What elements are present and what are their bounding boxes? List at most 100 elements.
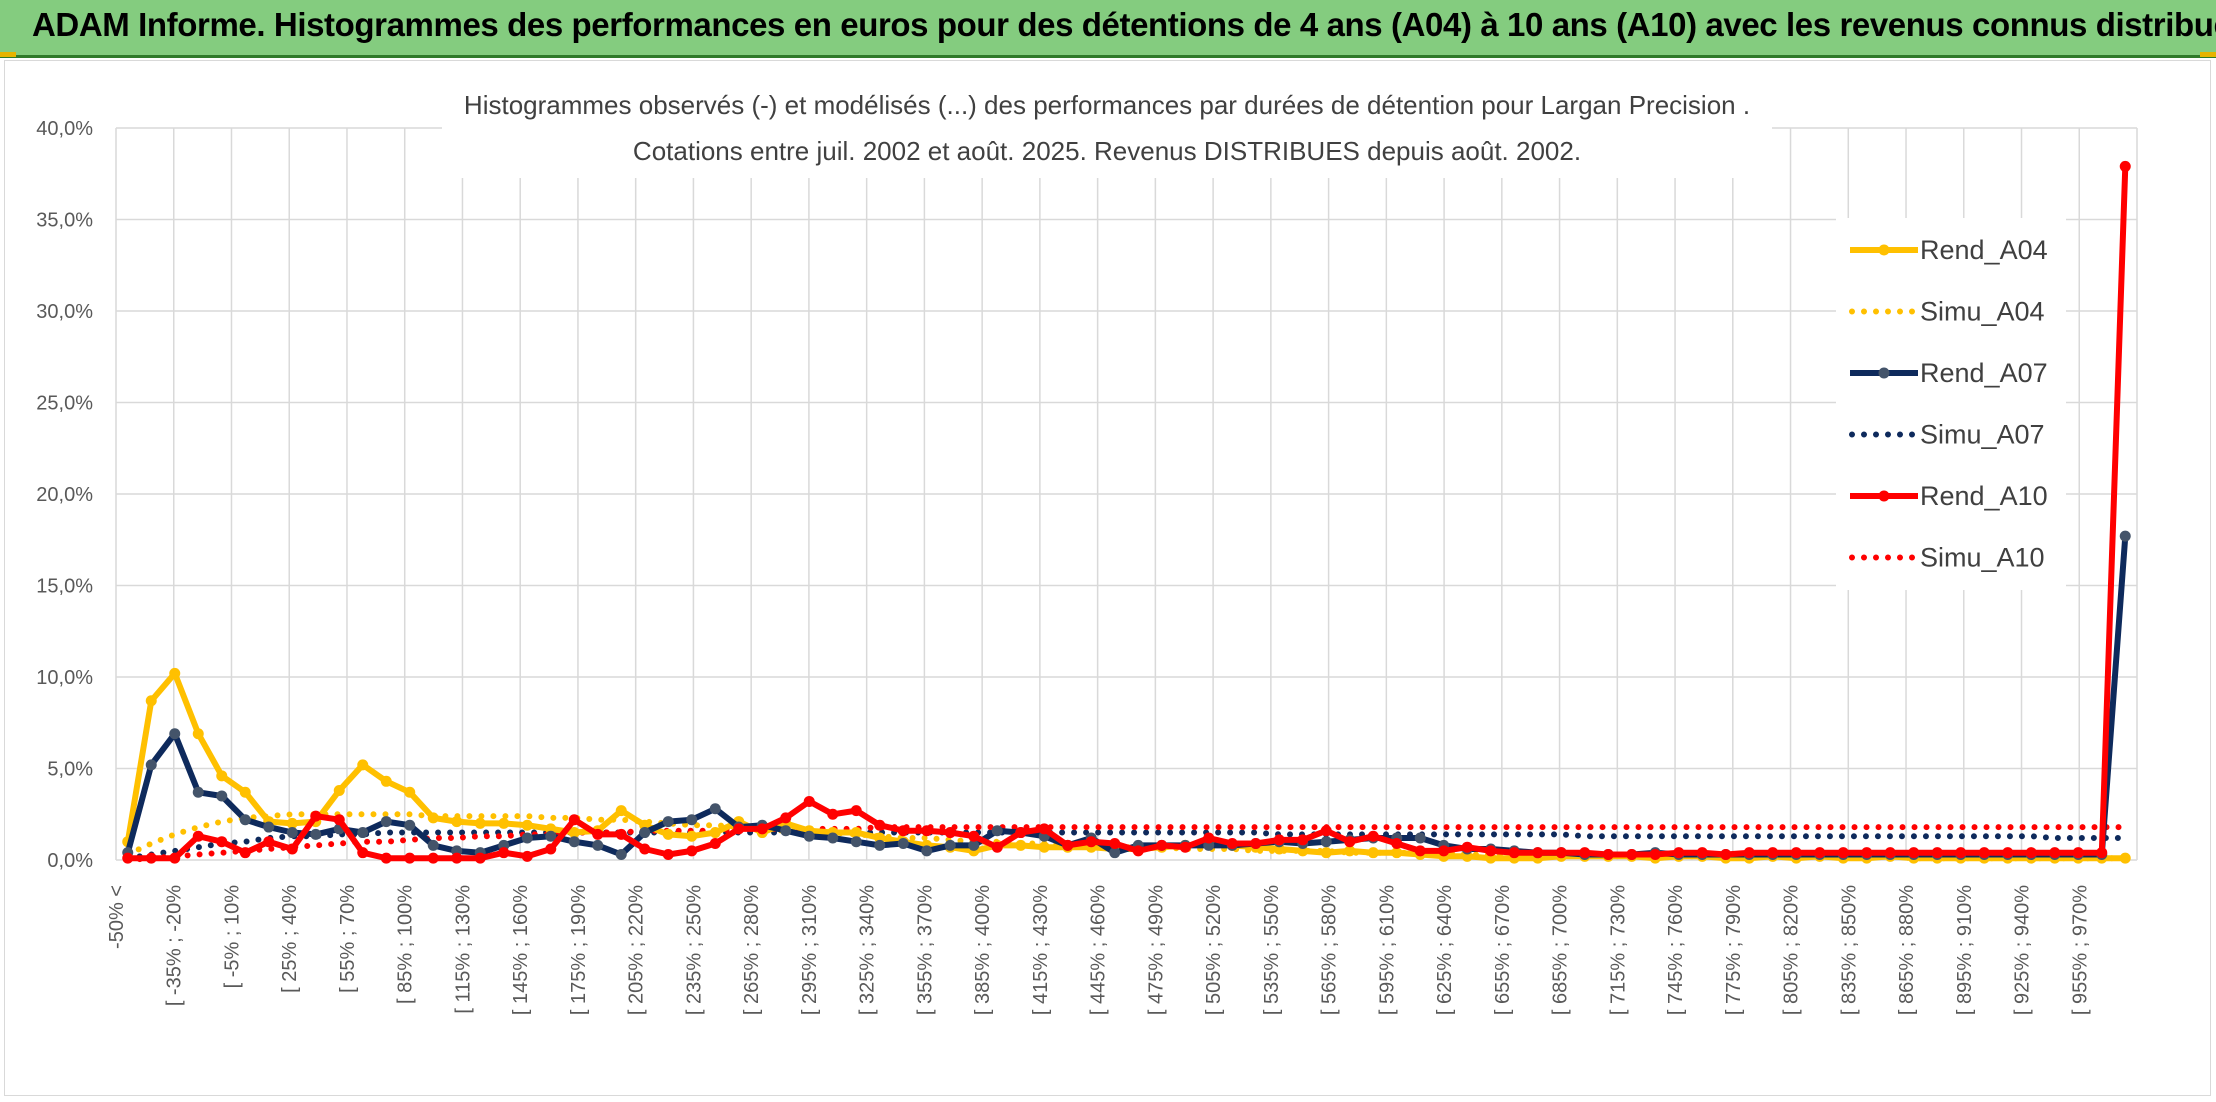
data-point-Rend_A10 — [545, 843, 557, 855]
data-point-Rend_A10 — [991, 841, 1003, 853]
data-point-Rend_A10 — [1602, 849, 1614, 861]
data-point-Rend_A07 — [944, 839, 956, 851]
data-point-Rend_A07 — [662, 816, 674, 828]
legend-background — [1836, 218, 2066, 590]
data-point-Rend_A10 — [333, 814, 345, 826]
data-point-Rend_A07 — [1109, 847, 1121, 859]
data-point-Rend_A10 — [1414, 845, 1426, 857]
data-point-Rend_A10 — [1273, 834, 1285, 846]
data-point-Rend_A10 — [662, 849, 674, 861]
y-tick-label: 35,0% — [36, 210, 93, 232]
data-point-Rend_A10 — [944, 827, 956, 839]
legend-marker-Rend_A04 — [1878, 244, 1890, 256]
data-point-Rend_A10 — [780, 812, 792, 824]
data-point-Rend_A07 — [357, 827, 369, 839]
data-point-Rend_A10 — [1038, 823, 1050, 835]
y-tick-label: 15,0% — [36, 576, 93, 598]
data-point-Rend_A10 — [498, 847, 510, 859]
data-point-Rend_A07 — [380, 816, 392, 828]
data-point-Rend_A04 — [169, 667, 181, 679]
data-point-Rend_A10 — [192, 830, 204, 842]
data-point-Rend_A07 — [521, 832, 533, 844]
data-point-Rend_A04 — [568, 827, 580, 839]
data-point-Rend_A04 — [380, 775, 392, 787]
data-point-Rend_A07 — [686, 814, 698, 826]
data-point-Rend_A10 — [2025, 847, 2037, 859]
data-point-Rend_A10 — [474, 852, 486, 864]
data-point-Rend_A07 — [874, 839, 886, 851]
data-point-Rend_A07 — [592, 839, 604, 851]
data-point-Rend_A07 — [921, 845, 933, 857]
x-tick-label: [ 505% ; 520% — [1203, 885, 1225, 1015]
data-point-Rend_A07 — [1414, 832, 1426, 844]
data-point-Rend_A10 — [1696, 847, 1708, 859]
data-point-Rend_A04 — [474, 817, 486, 829]
x-tick-label: [ 805% ; 820% — [1781, 885, 1803, 1015]
data-point-Rend_A07 — [216, 790, 228, 802]
data-point-Rend_A10 — [1861, 847, 1873, 859]
x-tick-label: [ 655% ; 670% — [1492, 885, 1514, 1015]
data-point-Rend_A10 — [1132, 845, 1144, 857]
x-tick-label: -50% < — [106, 885, 128, 949]
data-point-Rend_A04 — [286, 817, 298, 829]
y-tick-label: 30,0% — [36, 301, 93, 323]
x-tick-label: [ 175% ; 190% — [568, 885, 590, 1015]
data-point-Rend_A07 — [286, 827, 298, 839]
y-tick-label: 0,0% — [47, 850, 93, 872]
data-point-Rend_A10 — [1649, 849, 1661, 861]
data-point-Rend_A10 — [1179, 841, 1191, 853]
data-point-Rend_A10 — [1767, 847, 1779, 859]
x-tick-label: [ 895% ; 910% — [1954, 885, 1976, 1015]
data-point-Rend_A07 — [968, 839, 980, 851]
data-point-Rend_A04 — [1344, 845, 1356, 857]
data-point-Rend_A10 — [756, 823, 768, 835]
data-point-Rend_A10 — [850, 805, 862, 817]
data-point-Rend_A07 — [568, 836, 580, 848]
x-tick-label: [ 355% ; 370% — [914, 885, 936, 1015]
data-point-Rend_A10 — [263, 836, 275, 848]
x-tick-label: [ 775% ; 790% — [1723, 885, 1745, 1015]
x-tick-label: [ 535% ; 550% — [1261, 885, 1283, 1015]
data-point-Rend_A07 — [803, 830, 815, 842]
data-point-Rend_A04 — [1320, 847, 1332, 859]
data-point-Rend_A07 — [263, 821, 275, 833]
data-point-Rend_A10 — [921, 825, 933, 837]
x-tick-label: [ 55% ; 70% — [337, 885, 359, 993]
data-point-Rend_A10 — [1931, 847, 1943, 859]
x-tick-label: [ 145% ; 160% — [510, 885, 532, 1015]
data-point-Rend_A04 — [521, 819, 533, 831]
series-line-Simu_A10 — [124, 824, 2129, 863]
data-point-Rend_A07 — [1320, 836, 1332, 848]
x-tick-label: [ 235% ; 250% — [683, 885, 705, 1015]
report-banner: ADAM Informe. Histogrammes des performan… — [0, 0, 2216, 58]
x-tick-label: [ 385% ; 400% — [972, 885, 994, 1015]
data-point-Rend_A10 — [1790, 847, 1802, 859]
data-point-Rend_A10 — [1626, 849, 1638, 861]
x-tick-label: [ 475% ; 490% — [1145, 885, 1167, 1015]
y-tick-label: 5,0% — [47, 759, 93, 781]
corner-accent-right — [2200, 52, 2216, 57]
x-tick-label: [ 325% ; 340% — [857, 885, 879, 1015]
x-tick-label: [ 685% ; 700% — [1550, 885, 1572, 1015]
data-point-Rend_A07 — [145, 759, 157, 771]
data-series — [122, 160, 2131, 864]
chart-title-line2: Cotations entre juil. 2002 et août. 2025… — [633, 136, 1581, 166]
corner-accent-left — [0, 52, 16, 57]
x-tick-label: [ 715% ; 730% — [1607, 885, 1629, 1015]
data-point-Rend_A10 — [1837, 847, 1849, 859]
data-point-Rend_A10 — [2049, 847, 2061, 859]
data-point-Rend_A07 — [239, 814, 251, 826]
data-point-Rend_A04 — [216, 770, 228, 782]
data-point-Rend_A04 — [451, 816, 463, 828]
x-tick-label: [ 745% ; 760% — [1665, 885, 1687, 1015]
data-point-Rend_A10 — [1814, 847, 1826, 859]
data-point-Rend_A10 — [2096, 847, 2108, 859]
data-point-Rend_A10 — [404, 852, 416, 864]
data-point-Rend_A07 — [192, 786, 204, 798]
data-point-Rend_A07 — [2119, 530, 2131, 542]
legend-label-Simu_A07: Simu_A07 — [1920, 420, 2045, 450]
data-point-Rend_A10 — [1344, 836, 1356, 848]
data-point-Rend_A10 — [1367, 830, 1379, 842]
x-tick-label: [ 415% ; 430% — [1030, 885, 1052, 1015]
